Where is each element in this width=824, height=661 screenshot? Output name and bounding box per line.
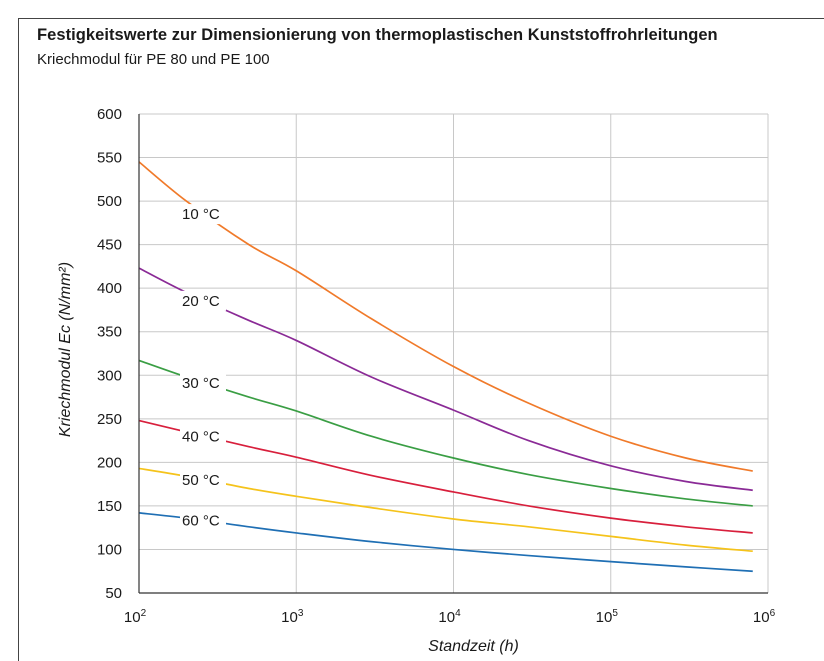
chart-title: Festigkeitswerte zur Dimensionierung von… <box>37 26 718 44</box>
y-tick-label: 550 <box>97 150 122 167</box>
x-axis-title: Standzeit (h) <box>428 638 519 655</box>
curve-label-bg <box>180 372 226 393</box>
curve-label-1: 10 °C <box>182 206 220 223</box>
curve-label-6: 60 °C <box>182 513 220 530</box>
curve-label-bg <box>180 426 226 447</box>
y-tick-label: 500 <box>97 193 122 210</box>
y-tick-label: 350 <box>97 324 122 341</box>
y-tick-label: 400 <box>97 280 122 297</box>
curve-label-4: 40 °C <box>182 428 220 445</box>
curve-label-bg <box>180 204 226 225</box>
curve-label-bg <box>180 469 226 490</box>
x-tick-label: 104 <box>438 608 461 626</box>
curve-labels: 10 °C 20 °C 30 °C 40 °C 50 °C 60 °C <box>180 204 226 531</box>
curve-label-3: 30 °C <box>182 375 220 392</box>
chart-subtitle: Kriechmodul für PE 80 und PE 100 <box>37 51 270 68</box>
x-tick-label: 106 <box>753 608 776 626</box>
y-tick-label: 450 <box>97 237 122 254</box>
x-tick-label: 102 <box>124 608 147 626</box>
y-tick-label: 300 <box>97 367 122 384</box>
series-line-2 <box>138 267 753 492</box>
curve-label-bg <box>180 290 226 311</box>
tick-labels: 50 100 150 200 250 300 350 400 450 500 550 600 102 10… <box>97 106 776 626</box>
y-tick-label: 100 <box>97 541 122 558</box>
series-line-5 <box>138 467 753 553</box>
series-line-3 <box>138 359 753 507</box>
grid-lines <box>139 113 769 593</box>
y-axis-title: Kriechmodul Ec (N/mm²) <box>57 262 74 437</box>
curve-label-bg <box>180 510 226 531</box>
series-line-1 <box>138 161 753 472</box>
chart-frame <box>18 18 824 661</box>
x-tick-label: 105 <box>596 608 619 626</box>
axes <box>138 114 768 594</box>
y-tick-label: 600 <box>97 106 122 123</box>
y-tick-label: 200 <box>97 454 122 471</box>
series-line-6 <box>138 512 753 573</box>
curve-label-2: 20 °C <box>182 293 220 310</box>
y-tick-label: 50 <box>105 585 122 602</box>
y-tick-label: 250 <box>97 411 122 428</box>
series-curves <box>138 161 753 573</box>
x-tick-label: 103 <box>281 608 304 626</box>
curve-label-5: 50 °C <box>182 472 220 489</box>
y-tick-label: 150 <box>97 498 122 515</box>
